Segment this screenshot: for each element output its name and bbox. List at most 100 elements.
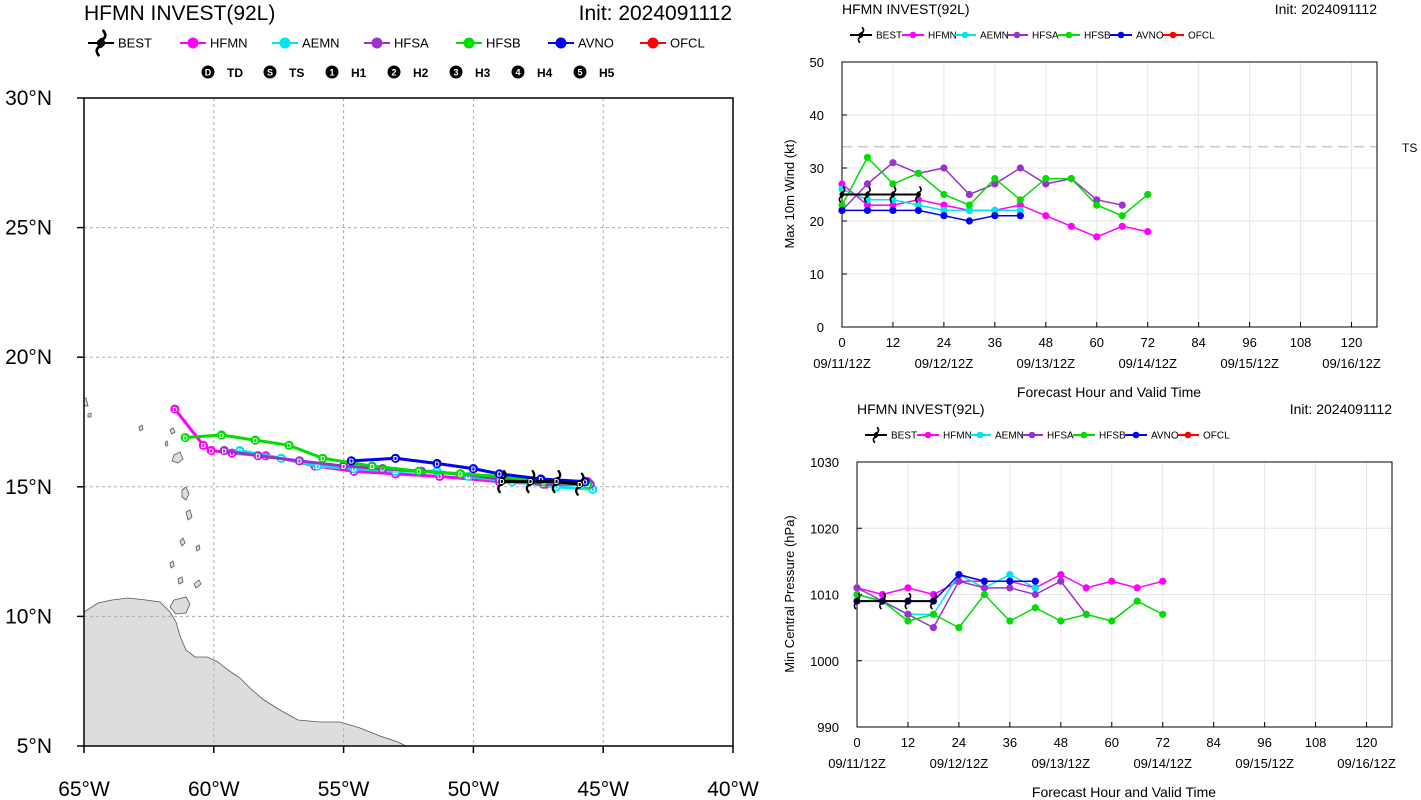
- track-line-best: [501, 480, 581, 486]
- legend-marker-hfsa: [1013, 31, 1021, 39]
- series-point-hfmn: [863, 201, 872, 209]
- series-point-hfsa: [965, 190, 973, 199]
- series-point-avno: [889, 206, 897, 214]
- track-point-hfsb: [414, 466, 424, 476]
- series-point-hfsb: [1144, 190, 1152, 199]
- series-point-hfmn: [1133, 584, 1141, 592]
- valid-time-label: 09/15/12Z: [1235, 756, 1294, 771]
- track-point-label: D: [287, 443, 292, 450]
- legend-marker-avno: [555, 37, 567, 49]
- legend-marker-ofcl: [647, 37, 659, 49]
- track-point-hfsa: [294, 456, 305, 466]
- series-point-hfsb: [929, 610, 938, 618]
- intensity-symbol-glyph: 1: [329, 68, 334, 78]
- intensity-label-ts: TS: [289, 66, 304, 80]
- track-point-hfsb: [284, 440, 294, 450]
- trinidad-island: [169, 596, 191, 615]
- series-point-hfmn: [1067, 222, 1075, 230]
- series-point-best: [864, 186, 871, 203]
- series-point-hfsb: [1118, 212, 1126, 220]
- legend-marker-aemn: [961, 31, 969, 39]
- map-ocean: [84, 98, 733, 746]
- series-point-avno: [940, 212, 948, 220]
- series-point-aemn: [940, 206, 948, 214]
- series-point-hfsa: [1118, 201, 1126, 209]
- ytick-label: 990: [817, 720, 839, 735]
- track-point-avno: [346, 456, 356, 466]
- storm-eye: [915, 191, 921, 198]
- track-point-label: D: [416, 469, 421, 476]
- track-point-label: D: [370, 464, 375, 471]
- best-track-point: [497, 469, 507, 494]
- series-point-avno: [1031, 577, 1039, 585]
- st-vincent-island: [169, 560, 175, 569]
- track-point-hfsa: [339, 461, 349, 471]
- series-point-hfmn: [904, 584, 912, 592]
- legend-label-best: BEST: [118, 36, 152, 51]
- storm-eye: [839, 191, 845, 198]
- ytick-label: 50: [810, 55, 824, 70]
- intensity-label-h4: H4: [537, 66, 553, 80]
- map-init-label: Init: 2024091112: [579, 2, 732, 25]
- track-point-hfsb: [367, 461, 377, 471]
- storm-arm: [99, 29, 107, 41]
- series-point-best: [889, 186, 897, 203]
- series-point-best: [838, 186, 846, 203]
- series-point-avno: [863, 206, 872, 214]
- track-point-label: D: [229, 451, 234, 458]
- storm-eye: [498, 478, 506, 486]
- track-point-label: D: [349, 459, 354, 466]
- series-point-hfsb: [980, 590, 988, 599]
- intensity-label-h5: H5: [599, 66, 615, 80]
- track-point-label: D: [183, 435, 188, 442]
- series-point-hfsa: [929, 624, 938, 632]
- valid-time-label: 09/12/12Z: [930, 756, 989, 771]
- legend-marker-aemn: [976, 431, 984, 439]
- series-point-hfmn: [1144, 228, 1152, 236]
- south-america-landmass: [84, 597, 407, 746]
- legend-marker-avno: [1132, 431, 1140, 439]
- best-track-point: [525, 469, 536, 494]
- wind-init-label: Init: 2024091112: [1275, 1, 1377, 17]
- series-point-best: [914, 186, 922, 203]
- legend-marker-hfmn: [187, 37, 199, 49]
- ts-threshold-label: TS: [1402, 141, 1417, 155]
- track-point-hfmn: [170, 404, 180, 414]
- intensity-label-td: TD: [227, 66, 243, 80]
- pressure-xlabel: Forecast Hour and Valid Time: [1032, 784, 1216, 800]
- series-point-hfsb: [1057, 617, 1065, 625]
- storm-eye: [552, 478, 561, 486]
- guadeloupe-island: [171, 451, 184, 464]
- best-track-icon: [857, 26, 865, 44]
- storm-eye: [576, 480, 584, 488]
- track-point-label: D: [209, 448, 214, 455]
- track-point-label: D: [466, 474, 471, 481]
- map-ytick-label: 20°N: [5, 346, 52, 369]
- intensity-symbol-glyph: S: [267, 68, 273, 78]
- map-model-legend: BEST HFMN AEMN HFSA HFSB AVNO OFCL: [88, 29, 705, 57]
- series-point-aemn: [1016, 206, 1024, 214]
- xtick-label: 12: [901, 735, 915, 750]
- series-point-best: [929, 592, 937, 610]
- series-point-hfsb: [940, 190, 948, 199]
- series-point-hfsa: [980, 584, 988, 592]
- series-line-hfsa: [856, 580, 1087, 629]
- xtick-label: 96: [1257, 735, 1271, 750]
- best-track-label: D: [577, 482, 582, 489]
- xtick-label: 48: [1054, 735, 1068, 750]
- series-point-hfsa: [863, 180, 872, 188]
- series-point-hfsb: [1159, 610, 1167, 618]
- track-point-label: D: [471, 466, 476, 473]
- track-point-hfmn: [198, 440, 209, 450]
- track-point-label: D: [585, 482, 590, 489]
- legend-marker-hfsb: [1065, 31, 1073, 39]
- track-point-label: D: [219, 433, 224, 440]
- map-grid: [84, 98, 733, 746]
- storm-eye: [879, 598, 886, 604]
- track-point-label: D: [201, 443, 206, 450]
- map-xtick-label: 50°W: [448, 778, 500, 800]
- xtick-label: 12: [886, 335, 900, 350]
- track-point-label: D: [255, 453, 260, 460]
- track-point-label: D: [554, 485, 559, 492]
